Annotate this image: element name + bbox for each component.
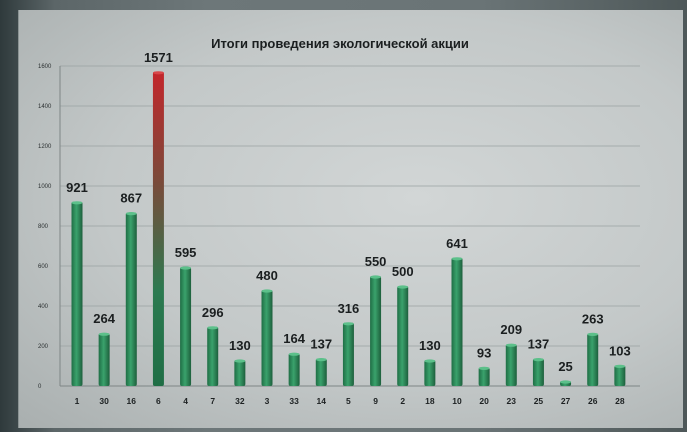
x-tick-label: 7 — [210, 396, 215, 406]
bar-cap — [207, 326, 219, 330]
x-tick-label: 30 — [99, 396, 109, 406]
bar-cap — [451, 257, 463, 261]
data-label: 595 — [175, 245, 197, 260]
data-label: 103 — [609, 343, 631, 358]
bar-23 — [505, 344, 517, 386]
bar-cap — [478, 366, 490, 370]
data-label: 130 — [419, 338, 441, 353]
data-label: 264 — [93, 311, 115, 326]
bar-cap — [152, 71, 164, 75]
bar-cap — [125, 212, 137, 216]
data-label: 130 — [229, 338, 251, 353]
data-label: 921 — [66, 180, 88, 195]
x-tick-label: 23 — [507, 396, 517, 406]
bar-16 — [125, 212, 137, 386]
bar-cap — [505, 343, 517, 347]
bar-26 — [587, 333, 599, 386]
bar-28 — [614, 365, 626, 386]
x-tick-label: 27 — [561, 396, 571, 406]
y-tick-label: 1600 — [38, 64, 52, 70]
bar-9 — [370, 276, 382, 386]
bar-cap — [71, 201, 83, 205]
bar-cap — [234, 359, 246, 363]
x-tick-label: 33 — [289, 396, 299, 406]
bar-cap — [98, 332, 110, 336]
x-tick-label: 28 — [615, 396, 625, 406]
bar-18 — [424, 360, 436, 386]
data-label: 480 — [256, 268, 278, 283]
x-tick-label: 20 — [479, 396, 489, 406]
bar-cap — [370, 275, 382, 279]
y-tick-label: 1400 — [38, 104, 52, 110]
data-label: 263 — [582, 311, 604, 326]
data-label: 641 — [446, 236, 468, 251]
y-tick-label: 1200 — [38, 144, 52, 150]
bar-20 — [478, 367, 490, 386]
bar-4 — [180, 267, 192, 386]
data-label: 209 — [500, 322, 522, 337]
bar-10 — [451, 257, 463, 386]
y-tick-label: 0 — [38, 384, 42, 390]
data-label: 93 — [477, 345, 491, 360]
y-tick-label: 400 — [38, 304, 49, 310]
x-axis-ticks: 1 30 16 6 4 7 32 3 33 14 5 9 2 18 10 20 23 25 27 26 28 — [75, 396, 625, 406]
x-tick-label: 14 — [317, 396, 327, 406]
bar-cap — [180, 266, 192, 270]
bar-5 — [342, 322, 354, 386]
bars — [71, 71, 626, 387]
bar-cap — [532, 358, 544, 362]
bar-14 — [315, 358, 327, 386]
x-tick-label: 4 — [183, 396, 188, 406]
x-tick-label: 18 — [425, 396, 435, 406]
data-label: 316 — [338, 301, 360, 316]
y-axis-ticks: 0 200 400 600 800 1000 1200 1400 1600 — [38, 64, 52, 390]
y-tick-label: 1000 — [38, 184, 52, 190]
bar-cap — [315, 358, 327, 362]
bar-6 — [152, 71, 164, 387]
bar-25 — [532, 358, 544, 386]
data-label: 137 — [528, 337, 550, 352]
bar-cap — [261, 289, 273, 293]
bar-cap — [342, 322, 354, 326]
bar-cap — [424, 359, 436, 363]
bar-cap — [397, 285, 409, 289]
bar-2 — [397, 286, 409, 386]
x-tick-label: 1 — [75, 396, 80, 406]
x-tick-label: 32 — [235, 396, 245, 406]
data-label: 500 — [392, 264, 414, 279]
x-tick-label: 6 — [156, 396, 161, 406]
data-labels: 921 264 867 1571 595 296 130 480 164 137 316 550 500… — [66, 50, 631, 374]
data-label: 25 — [558, 359, 572, 374]
x-tick-label: 3 — [265, 396, 270, 406]
data-label: 867 — [120, 191, 142, 206]
x-tick-label: 16 — [127, 396, 137, 406]
bar-33 — [288, 353, 300, 386]
data-label: 550 — [365, 254, 387, 269]
bar-1 — [71, 201, 83, 386]
data-label: 296 — [202, 305, 224, 320]
chart-title: Итоги проведения экологической акции — [211, 36, 469, 51]
y-tick-label: 200 — [38, 344, 49, 350]
y-tick-label: 800 — [38, 224, 49, 230]
y-tick-label: 600 — [38, 264, 49, 270]
bar-cap — [587, 332, 599, 336]
x-tick-label: 5 — [346, 396, 351, 406]
x-tick-label: 25 — [534, 396, 544, 406]
bar-7 — [207, 326, 219, 386]
bar-32 — [234, 360, 246, 386]
bar-3 — [261, 290, 273, 386]
x-tick-label: 9 — [373, 396, 378, 406]
bar-cap — [560, 380, 572, 384]
bar-cap — [288, 352, 300, 356]
data-label: 1571 — [144, 50, 173, 65]
bar-cap — [614, 364, 626, 368]
x-tick-label: 2 — [400, 396, 405, 406]
bar-30 — [98, 333, 110, 386]
x-tick-label: 26 — [588, 396, 598, 406]
data-label: 137 — [310, 337, 332, 352]
x-tick-label: 10 — [452, 396, 462, 406]
data-label: 164 — [283, 331, 305, 346]
